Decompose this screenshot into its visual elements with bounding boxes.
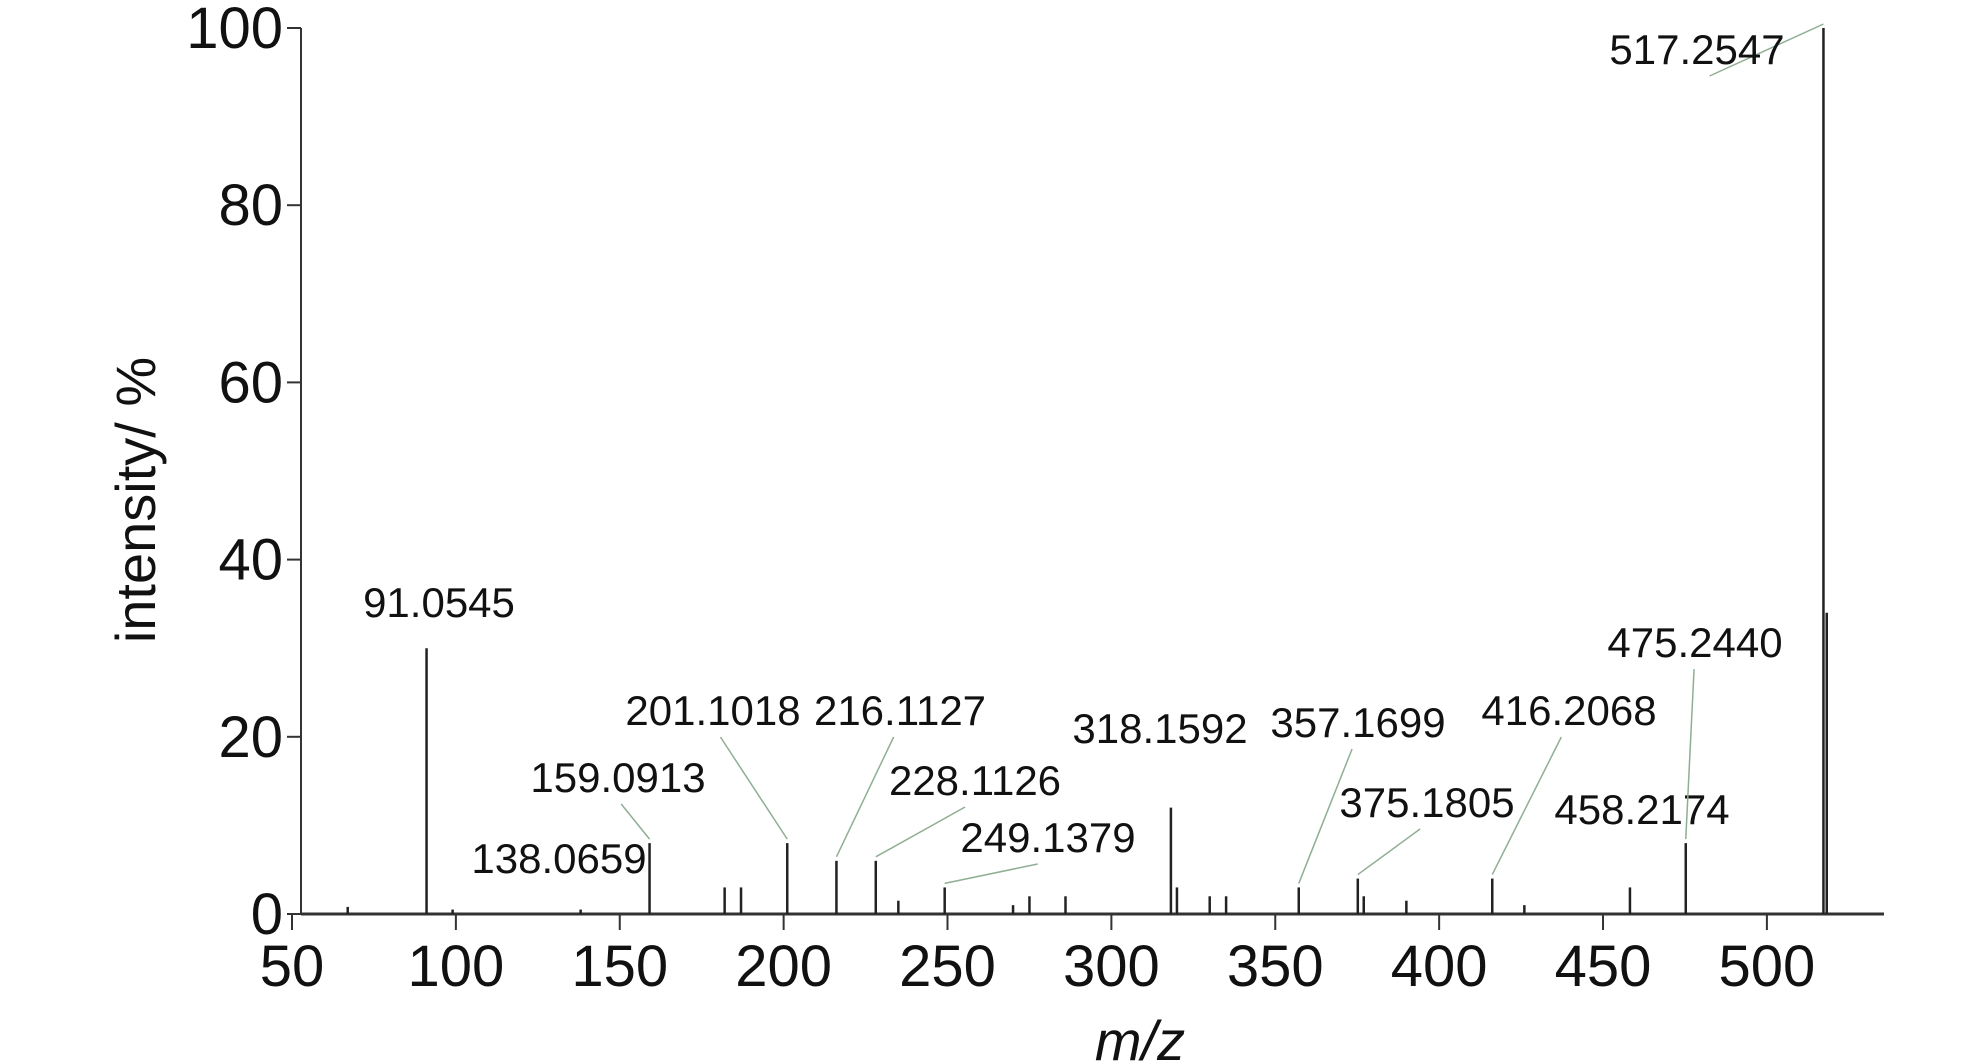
peak-label: 517.2547 <box>1609 26 1784 73</box>
leader-line <box>944 863 1038 885</box>
peak-label: 216.1127 <box>814 687 986 734</box>
x-tick-label: 200 <box>735 934 832 999</box>
y-tick-label: 80 <box>218 173 283 238</box>
x-tick-label: 300 <box>1063 934 1160 999</box>
y-tick-label: 100 <box>186 0 283 61</box>
peak-label: 357.1699 <box>1270 699 1445 746</box>
peak-label: 458.2174 <box>1554 786 1729 833</box>
y-tick-label: 40 <box>218 528 283 593</box>
peak-label: 159.0913 <box>530 754 705 801</box>
x-tick-label: 400 <box>1391 934 1488 999</box>
peak-label: 416.2068 <box>1481 687 1656 734</box>
x-tick-label: 350 <box>1227 934 1324 999</box>
y-tick-label: 60 <box>218 350 283 415</box>
peak-label: 375.1805 <box>1339 779 1514 826</box>
y-axis-title: intensity/ % <box>104 357 167 643</box>
leader-line <box>1357 828 1421 876</box>
y-tick-label: 0 <box>251 882 283 947</box>
x-tick-label: 450 <box>1555 934 1652 999</box>
x-tick-label: 500 <box>1719 934 1816 999</box>
leader-line <box>1491 736 1562 875</box>
x-tick-label: 150 <box>571 934 668 999</box>
peak-label: 249.1379 <box>960 814 1135 861</box>
leader-line <box>620 803 651 840</box>
x-tick-label: 250 <box>899 934 996 999</box>
x-axis-title: m/z <box>1095 1009 1185 1063</box>
leader-line <box>719 736 788 840</box>
peak-label: 228.1126 <box>889 757 1061 804</box>
peak-label: 475.2440 <box>1607 619 1782 666</box>
x-tick-label: 50 <box>260 934 325 999</box>
leader-line <box>1685 668 1695 840</box>
y-tick-label: 20 <box>218 705 283 770</box>
peak-label: 201.1018 <box>625 687 800 734</box>
leader-line <box>1709 23 1824 77</box>
peak-label: 91.0545 <box>363 579 515 626</box>
leader-line <box>835 736 895 858</box>
leader-line <box>875 806 966 858</box>
peak-label: 138.0659 <box>471 835 646 882</box>
x-tick-label: 100 <box>407 934 504 999</box>
peak-label: 318.1592 <box>1072 705 1247 752</box>
leader-line <box>1298 748 1353 884</box>
